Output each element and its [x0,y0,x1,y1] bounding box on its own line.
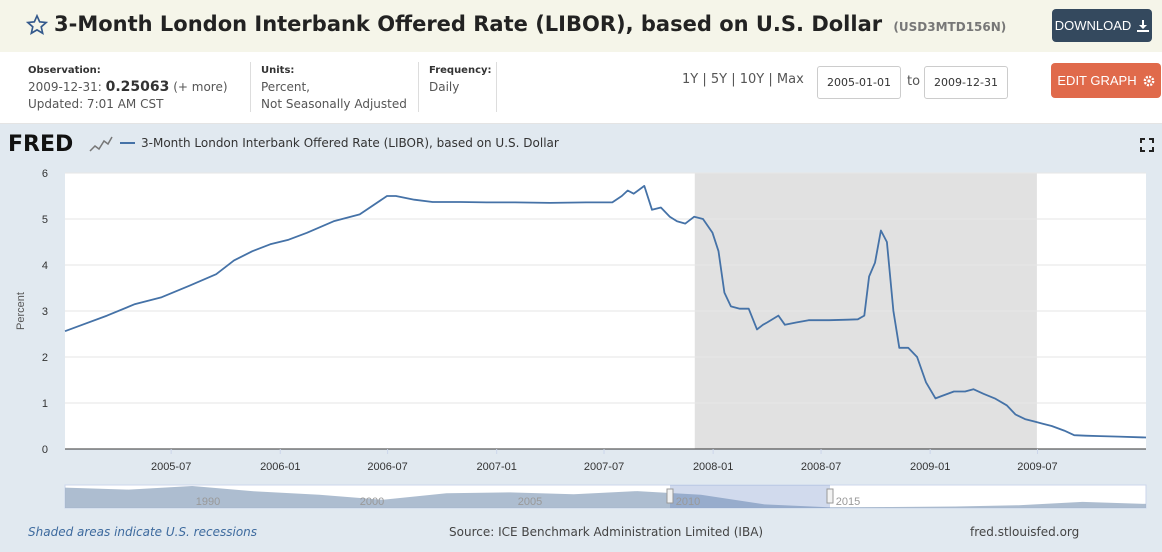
units-block: Units: Percent, Not Seasonally Adjusted [261,62,407,113]
range-1y[interactable]: 1Y [682,72,699,87]
series-id: (USD3MTD156N) [893,20,1007,34]
range-max[interactable]: Max [776,72,804,87]
navigator-area [65,486,1146,508]
page-title: 3-Month London Interbank Offered Rate (L… [54,12,1006,36]
page-title-text: 3-Month London Interbank Offered Rate (L… [54,12,883,36]
fullscreen-icon[interactable] [1140,138,1154,152]
x-tick-label: 2006-07 [367,461,407,473]
observation-date: 2009-12-31: [28,80,102,94]
date-to-label: to [907,74,921,89]
updated-time: Updated: 7:01 AM CST [28,97,164,111]
title-bar: 3-Month London Interbank Offered Rate (L… [0,0,1162,52]
divider [250,62,251,112]
observation-label: Observation: [28,65,101,76]
divider [418,62,419,112]
legend-swatch [120,142,135,144]
frequency-label: Frequency: [429,65,492,76]
legend-label: 3-Month London Interbank Offered Rate (L… [141,136,559,150]
navigator-label: 2005 [518,496,542,508]
range-5y[interactable]: 5Y [710,72,728,87]
x-tick-label: 2008-01 [693,461,733,473]
x-tick-label: 2007-01 [477,461,517,473]
series-line [64,185,1147,439]
navigator-label: 2010 [676,496,700,508]
y-tick-label: 5 [42,214,48,226]
range-selector: 1Y | 5Y | 10Y | Max [682,72,804,87]
navigator-label: 1990 [196,496,220,508]
units-line1: Percent, [261,80,310,94]
y-tick-label: 1 [42,398,48,410]
frequency-block: Frequency: Daily [429,62,492,96]
edit-graph-button[interactable]: EDIT GRAPH [1051,63,1161,98]
site-link[interactable]: fred.stlouisfed.org [970,525,1080,539]
start-date-input[interactable]: 2005-01-01 [817,66,901,99]
download-label: DOWNLOAD [1054,18,1132,33]
end-date-input[interactable]: 2009-12-31 [924,66,1008,99]
fred-logo: FRED [8,132,74,157]
x-tick-label: 2005-07 [151,461,191,473]
observation-value: 0.25063 [105,79,170,95]
chart-legend: 3-Month London Interbank Offered Rate (L… [120,136,559,150]
fred-logo-chart-icon [89,134,113,154]
observation-block: Observation: 2009-12-31: 0.25063 (+ more… [28,62,228,113]
y-axis-label: Percent [15,292,27,330]
navigator-selection [670,485,830,508]
x-tick-label: 2009-07 [1017,461,1057,473]
line-chart: 0 1 2 3 4 5 6 2005-07 2006-01 2006-07 2007-01 2007-… [15,168,1147,509]
x-tick-label: 2008-07 [801,461,841,473]
navigator-handle[interactable] [666,488,674,504]
range-10y[interactable]: 10Y [739,72,765,87]
observation-more-link[interactable]: (+ more) [173,80,228,94]
y-tick-label: 0 [42,444,48,456]
source-note: Source: ICE Benchmark Administration Lim… [449,525,764,539]
recession-note: Shaded areas indicate U.S. recessions [28,525,258,539]
star-icon[interactable] [26,14,48,36]
divider [496,62,497,112]
download-button[interactable]: DOWNLOAD [1052,9,1152,42]
gear-icon [1143,75,1155,86]
y-tick-label: 4 [42,260,48,272]
download-icon [1137,19,1150,32]
y-tick-label: 3 [42,306,48,318]
x-tick-label: 2007-07 [584,461,624,473]
navigator-label: 2015 [836,496,860,508]
x-tick-label: 2009-01 [910,461,950,473]
navigator-handle[interactable] [826,488,834,504]
units-line2: Not Seasonally Adjusted [261,97,407,111]
y-tick-label: 6 [42,168,48,180]
meta-bar: Observation: 2009-12-31: 0.25063 (+ more… [0,52,1162,124]
x-tick-label: 2006-01 [260,461,300,473]
navigator-label: 2000 [360,496,384,508]
units-label: Units: [261,65,295,76]
chart-area: FRED 3-Month London Interbank Offered Ra… [0,124,1162,552]
y-tick-label: 2 [42,352,48,364]
frequency-value: Daily [429,80,460,94]
edit-graph-label: EDIT GRAPH [1057,73,1137,88]
